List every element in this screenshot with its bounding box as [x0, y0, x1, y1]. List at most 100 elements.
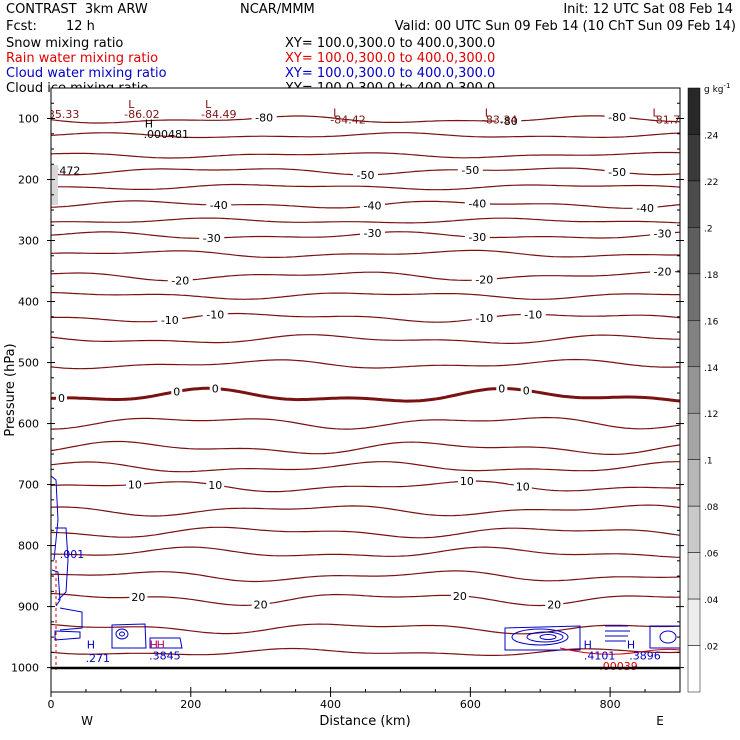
colorbar-tick-label: .2: [704, 224, 713, 234]
chart-annotation: -84.42: [330, 114, 365, 127]
chart-annotation: .000481: [144, 128, 190, 141]
y-tick-label: 400: [18, 296, 39, 309]
field-name-rain: Rain water mixing ratio: [6, 51, 159, 66]
isotherm-label-bg: [464, 231, 490, 244]
isotherm-label: 10: [516, 480, 530, 493]
chart-annotation: H: [87, 638, 95, 651]
colorbar-swatch: [687, 552, 701, 600]
isotherm-label: -10: [524, 308, 542, 321]
cloud-water-contour: [54, 630, 81, 641]
isotherm-label: -20: [654, 266, 672, 279]
colorbar-swatch: [687, 412, 701, 460]
isotherm-label: 10: [460, 475, 474, 488]
isotherm-label-bg: [496, 115, 522, 128]
y-tick-label: 900: [18, 601, 39, 614]
chart-annotation: .3845: [149, 649, 181, 662]
isotherm-line: [51, 334, 680, 344]
isotherm-label-bg: [604, 110, 630, 123]
isotherm-line: [51, 183, 680, 191]
cloud-water-contour: [51, 475, 59, 561]
colorbar-tick-label: .14: [704, 364, 719, 374]
isotherm-label: -50: [357, 169, 375, 182]
isotherm-label: -50: [608, 166, 626, 179]
field-xsect-cloud-water: XY= 100.0,300.0 to 400.0,300.0: [285, 66, 496, 81]
isotherm-label-bg: [650, 227, 676, 240]
isotherm-label: 20: [547, 599, 561, 612]
isotherm-label-bg: [604, 165, 630, 178]
isotherm-label-bg: [199, 232, 225, 245]
chart-annotation: L: [205, 98, 212, 111]
cloud-water-contour: [649, 625, 680, 649]
chart-annotation: L: [652, 106, 659, 119]
isotherm-label-bg: [496, 382, 508, 395]
field-xsect-snow: XY= 100.0,300.0 to 400.0,300.0: [285, 36, 496, 51]
isotherm-line: [51, 151, 680, 159]
y-tick-label: 700: [18, 479, 39, 492]
colorbar-swatch: [687, 227, 701, 275]
chart-annotation: 35.33: [48, 108, 80, 121]
isotherm-line: [51, 132, 680, 139]
isotherm-label: -40: [636, 202, 654, 215]
isotherm-line: [51, 270, 680, 282]
isotherm-label: -10: [206, 308, 224, 321]
chart-annotation: -83.34: [482, 114, 517, 127]
colorbar-tick-label: .08: [704, 503, 719, 513]
isotherm-label: 10: [128, 478, 142, 491]
chart-annotations: L L L L L 35.33 -86.02 -84.49 -84.42 -83.34 -81.7 H…: [48, 98, 680, 673]
left-edge-shading: [51, 165, 58, 205]
x-tick-label: 0: [48, 698, 55, 711]
x-axis-label: Distance (km): [319, 714, 410, 729]
chart-annotation: .3896: [629, 649, 661, 662]
fcst-label: Fcst:: [6, 19, 37, 34]
isotherm-line: [51, 416, 680, 430]
isotherm-line: [51, 249, 680, 258]
y-axis-label: Pressure (hPa): [3, 343, 18, 436]
cloud-water-contour: [115, 628, 129, 640]
isotherm-label: -30: [203, 232, 221, 245]
isotherm-line: [51, 592, 680, 607]
isotherm-label: -80: [608, 111, 626, 124]
colorbar-swatch: [687, 180, 701, 228]
isotherm-label-bg: [513, 480, 532, 493]
isotherm-label: -40: [210, 199, 228, 212]
chart-annotation: H: [157, 638, 165, 651]
cloud-water-contour: [111, 623, 147, 649]
y-tick-label: 500: [18, 357, 39, 370]
colorbar-tick-label: .02: [704, 643, 718, 653]
isotherm-label: -80: [500, 115, 518, 128]
colorbar-tick-label: .22: [704, 178, 718, 188]
isotherm-label: 20: [131, 591, 145, 604]
isotherm-label-bg: [450, 589, 469, 602]
isotherm-label-bg: [457, 163, 483, 176]
x-tick-label: 400: [320, 698, 341, 711]
colorbar-tick-label: .12: [704, 410, 718, 420]
chart-annotation: -84.49: [201, 108, 236, 121]
isotherm-label-bg: [359, 227, 385, 240]
colorbar-tick-label: .18: [704, 271, 719, 281]
x-tick-label: 600: [460, 698, 481, 711]
colorbar-swatch: [687, 505, 701, 553]
chart-annotation: L: [485, 106, 492, 119]
colorbar-swatch: [687, 134, 701, 182]
isotherm-label: 0: [212, 383, 219, 396]
isotherm-label-bg: [251, 111, 277, 124]
field-name-cloud-water: Cloud water mixing ratio: [6, 66, 167, 81]
colorbar-swatch: [687, 645, 701, 693]
x-axis-ticks: 0 200 400 600 800: [48, 687, 646, 711]
isotherm-line: [51, 647, 680, 656]
cloud-water-contour: [119, 631, 125, 637]
isotherm-label: 20: [453, 590, 467, 603]
chart-annotation: L: [128, 98, 135, 111]
cloud-water-contour: [526, 631, 564, 643]
y-tick-label: 200: [18, 174, 39, 187]
field-xsect-rain: XY= 100.0,300.0 to 400.0,300.0: [285, 51, 496, 66]
isotherm-line: [51, 623, 680, 635]
isotherm-label-bg: [125, 478, 144, 491]
y-tick-label: 1000: [11, 662, 39, 675]
colorbar-swatch: [687, 459, 701, 507]
isotherm-label: -50: [461, 164, 479, 177]
isotherm-label-bg: [471, 311, 497, 324]
hydrometeor-contours: [51, 475, 680, 670]
isotherm-line: [51, 570, 680, 583]
